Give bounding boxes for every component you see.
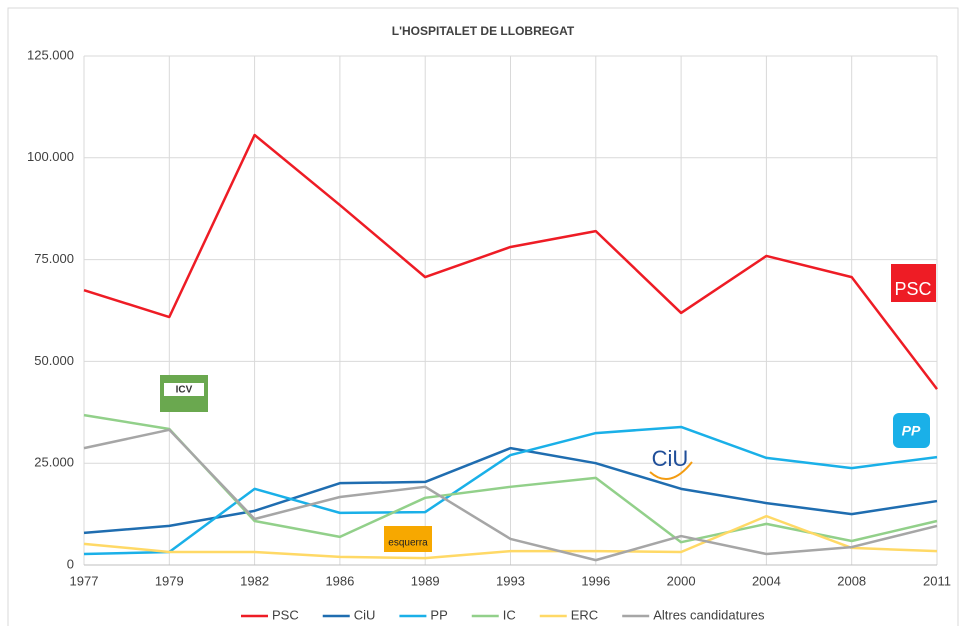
esquerra-logo-text: esquerra: [388, 538, 428, 549]
legend-label: CiU: [354, 607, 376, 622]
series-line: [83, 514, 938, 560]
x-tick-label: 1986: [325, 573, 354, 588]
pp-logo: [893, 413, 930, 448]
chart-title: L'HOSPITALET DE LLOBREGAT: [392, 24, 575, 38]
x-tick-label: 2004: [752, 573, 781, 588]
series-line: [83, 446, 938, 535]
x-tick-label: 1977: [70, 573, 99, 588]
esquerra-logo: [384, 526, 432, 552]
psc-logo: [891, 264, 936, 302]
legend-label: Altres candidatures: [653, 607, 765, 622]
y-tick-label: 125.000: [27, 47, 74, 62]
legend-label: IC: [503, 607, 516, 622]
icv-logo-band: [164, 383, 204, 396]
x-tick-label: 2011: [923, 573, 951, 588]
psc-logo-text: PSC: [894, 279, 931, 299]
x-tick-label: 1989: [411, 573, 440, 588]
y-tick-label: 0: [67, 556, 74, 571]
pp-logo-text: PP: [902, 423, 921, 439]
x-tick-label: 2008: [837, 573, 866, 588]
y-tick-label: 75.000: [34, 251, 74, 266]
x-tick-label: 1996: [581, 573, 610, 588]
x-tick-label: 1982: [240, 573, 269, 588]
x-tick-label: 1979: [155, 573, 184, 588]
series-line: [83, 428, 938, 562]
icv-logo-text: ICV: [176, 385, 193, 396]
x-tick-label: 2000: [667, 573, 696, 588]
y-tick-label: 25.000: [34, 455, 74, 470]
y-tick-label: 50.000: [34, 353, 74, 368]
legend-label: PP: [430, 607, 447, 622]
ciu-logo-text: CiU: [652, 446, 689, 471]
ciu-logo-arc: [649, 461, 693, 481]
legend-label: PSC: [272, 607, 299, 622]
legend-label: ERC: [571, 607, 598, 622]
x-tick-label: 1993: [496, 573, 525, 588]
y-tick-label: 100.000: [27, 149, 74, 164]
series-line: [83, 425, 938, 556]
logos: PSC ICV CiU PP esquerra: [160, 264, 936, 552]
series-line: [83, 133, 938, 390]
